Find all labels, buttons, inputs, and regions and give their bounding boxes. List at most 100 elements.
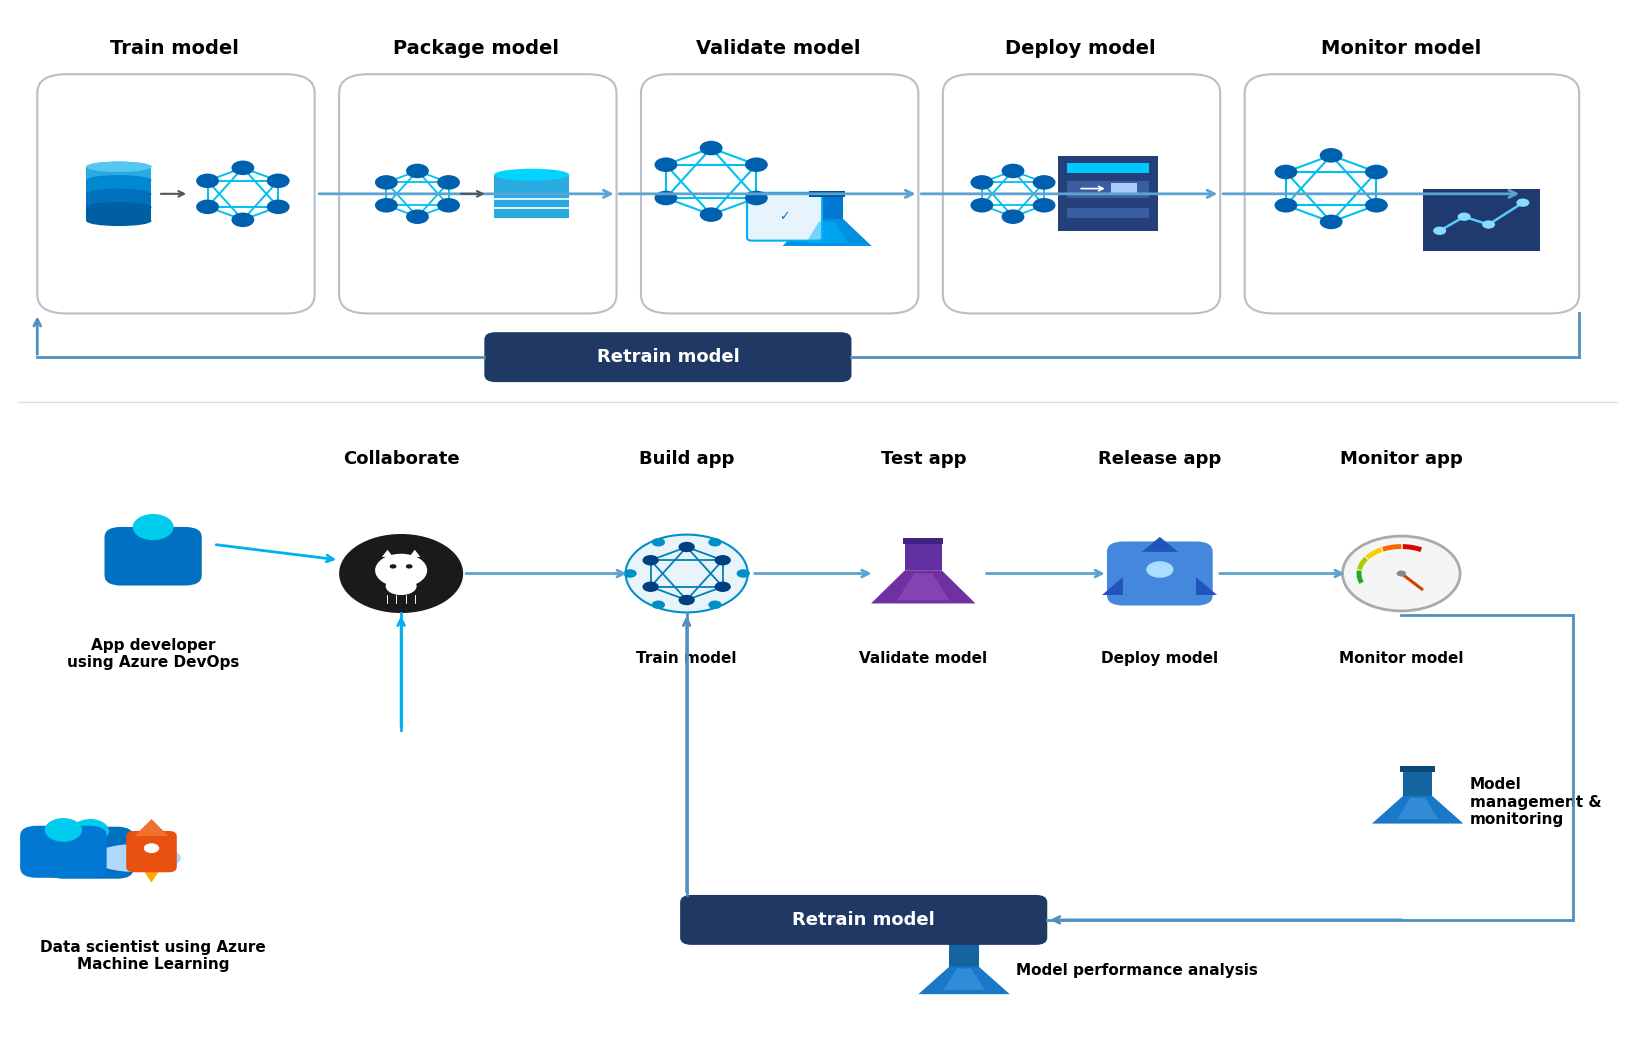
FancyBboxPatch shape <box>680 895 1047 945</box>
Circle shape <box>231 213 254 227</box>
Circle shape <box>1319 148 1342 163</box>
Text: Monitor model: Monitor model <box>1339 651 1464 666</box>
FancyBboxPatch shape <box>126 831 177 872</box>
Bar <box>946 937 982 942</box>
Circle shape <box>652 601 665 609</box>
Circle shape <box>708 601 721 609</box>
Circle shape <box>700 208 723 222</box>
Circle shape <box>1396 571 1406 577</box>
Polygon shape <box>134 819 169 836</box>
Circle shape <box>438 175 461 190</box>
Polygon shape <box>1196 577 1218 596</box>
FancyBboxPatch shape <box>38 74 315 314</box>
Text: Model performance analysis: Model performance analysis <box>1016 964 1259 978</box>
Bar <box>905 542 941 571</box>
Circle shape <box>406 564 413 568</box>
Circle shape <box>1319 215 1342 229</box>
Bar <box>87 167 151 180</box>
Text: Train model: Train model <box>110 39 239 57</box>
Circle shape <box>267 199 290 214</box>
Text: Monitor model: Monitor model <box>1321 39 1482 57</box>
Circle shape <box>406 164 429 178</box>
Bar <box>87 194 151 208</box>
Circle shape <box>375 175 398 190</box>
FancyBboxPatch shape <box>105 527 202 585</box>
Polygon shape <box>1142 537 1178 552</box>
Circle shape <box>1482 220 1495 228</box>
Text: Model
management &
monitoring: Model management & monitoring <box>1470 777 1601 827</box>
Text: Build app: Build app <box>639 451 734 468</box>
Circle shape <box>679 541 695 552</box>
Polygon shape <box>1103 577 1123 596</box>
Polygon shape <box>141 867 162 882</box>
Text: Retrain model: Retrain model <box>792 911 936 929</box>
FancyBboxPatch shape <box>485 332 852 382</box>
Text: Validate model: Validate model <box>697 39 860 57</box>
Circle shape <box>375 198 398 213</box>
Circle shape <box>1033 175 1056 190</box>
Circle shape <box>390 564 397 568</box>
Bar <box>903 538 944 544</box>
Polygon shape <box>1396 798 1437 819</box>
Circle shape <box>197 199 220 214</box>
Bar <box>811 196 842 219</box>
Circle shape <box>642 582 659 592</box>
FancyBboxPatch shape <box>493 174 569 218</box>
Circle shape <box>231 161 254 175</box>
FancyBboxPatch shape <box>1106 541 1213 606</box>
Ellipse shape <box>87 202 151 213</box>
Text: Collaborate: Collaborate <box>343 451 459 468</box>
Circle shape <box>970 175 993 190</box>
Text: Deploy model: Deploy model <box>1101 651 1218 666</box>
Circle shape <box>626 535 747 612</box>
Circle shape <box>736 569 751 578</box>
Circle shape <box>746 191 767 205</box>
Polygon shape <box>1372 796 1464 824</box>
Bar <box>949 941 978 967</box>
Circle shape <box>1275 198 1298 213</box>
Text: Train model: Train model <box>636 651 738 666</box>
Polygon shape <box>918 967 1010 994</box>
FancyBboxPatch shape <box>1244 74 1578 314</box>
FancyBboxPatch shape <box>20 826 107 878</box>
Polygon shape <box>897 574 949 600</box>
Polygon shape <box>806 221 849 243</box>
Circle shape <box>1146 560 1175 579</box>
Text: Release app: Release app <box>1098 451 1221 468</box>
Circle shape <box>1365 198 1388 213</box>
Circle shape <box>1516 198 1529 207</box>
FancyBboxPatch shape <box>942 74 1219 314</box>
Circle shape <box>44 818 82 842</box>
FancyBboxPatch shape <box>641 74 918 314</box>
Circle shape <box>1457 213 1470 221</box>
Circle shape <box>700 141 723 155</box>
Circle shape <box>438 198 461 213</box>
Ellipse shape <box>87 162 151 172</box>
Circle shape <box>1432 226 1446 235</box>
Circle shape <box>72 819 108 843</box>
FancyBboxPatch shape <box>1423 189 1541 251</box>
Circle shape <box>1365 165 1388 179</box>
Bar <box>1067 208 1149 218</box>
Text: Data scientist using Azure
Machine Learning: Data scientist using Azure Machine Learn… <box>41 940 266 972</box>
Circle shape <box>679 595 695 605</box>
Polygon shape <box>410 550 420 557</box>
Bar <box>1067 163 1149 173</box>
Circle shape <box>197 173 220 188</box>
Ellipse shape <box>87 216 151 226</box>
Text: Retrain model: Retrain model <box>597 348 739 366</box>
Polygon shape <box>382 550 393 557</box>
Circle shape <box>267 173 290 188</box>
FancyBboxPatch shape <box>339 74 616 314</box>
Ellipse shape <box>93 844 180 872</box>
Circle shape <box>1033 198 1056 213</box>
Polygon shape <box>944 969 985 990</box>
Text: ✓: ✓ <box>779 211 790 223</box>
Text: Test app: Test app <box>880 451 965 468</box>
Bar <box>1111 183 1137 193</box>
Circle shape <box>1001 210 1024 224</box>
Circle shape <box>746 157 767 172</box>
Circle shape <box>406 210 429 224</box>
Circle shape <box>715 555 731 565</box>
Circle shape <box>642 555 659 565</box>
